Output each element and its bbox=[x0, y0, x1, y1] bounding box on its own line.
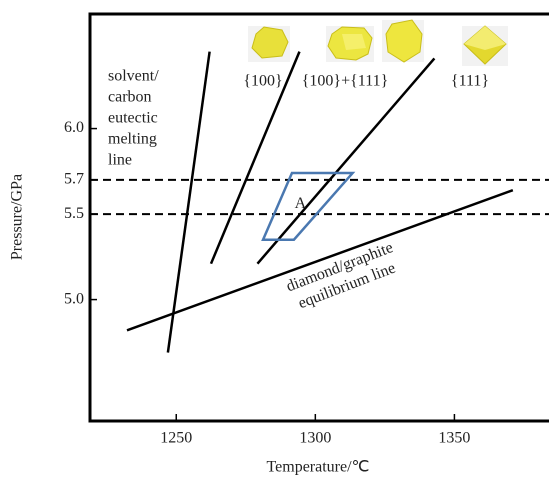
x-tick-label: 1300 bbox=[299, 430, 331, 447]
region bbox=[261, 171, 356, 241]
region-label: A bbox=[295, 195, 307, 212]
y-axis-label: Pressure/GPa bbox=[9, 174, 26, 260]
annotation: melting bbox=[108, 131, 157, 148]
x-axis-label: Temperature/℃ bbox=[266, 459, 369, 476]
x-tick-label: 1250 bbox=[160, 430, 192, 447]
boundary-line bbox=[256, 57, 436, 265]
y-tick-label: 6.0 bbox=[64, 119, 84, 136]
boundary-line bbox=[166, 51, 211, 353]
annotation: {111} bbox=[451, 73, 489, 90]
y-tick-label: 5.0 bbox=[64, 290, 84, 307]
x-tick-label: 1350 bbox=[438, 430, 470, 447]
annotation: {100} bbox=[243, 73, 282, 90]
annotation: {100}+{111} bbox=[302, 73, 389, 90]
y-tick-label: 5.5 bbox=[64, 205, 84, 222]
annotation: eutectic bbox=[108, 110, 158, 127]
annotation: solvent/ bbox=[108, 68, 159, 85]
crystal-icons bbox=[248, 19, 508, 66]
boundary-line bbox=[126, 188, 514, 332]
axis-frame bbox=[88, 12, 549, 423]
boundary-line bbox=[209, 51, 301, 265]
annotation: carbon bbox=[108, 89, 152, 106]
y-tick-label: 5.7 bbox=[64, 171, 84, 188]
annotation: line bbox=[108, 152, 132, 169]
